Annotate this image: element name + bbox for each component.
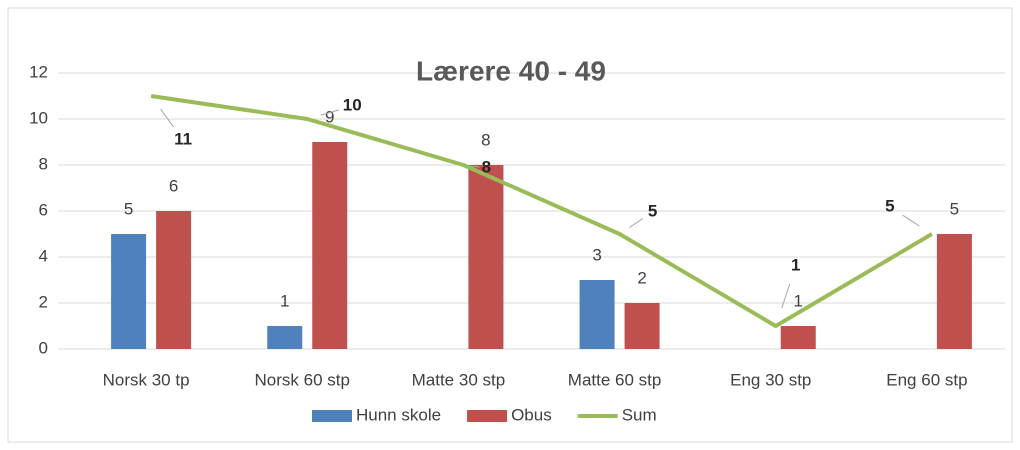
- bar: [156, 211, 192, 349]
- leader-line: [629, 218, 643, 228]
- y-tick-label: 8: [39, 154, 48, 173]
- data-label: 5: [885, 196, 894, 215]
- data-label: 2: [637, 268, 646, 287]
- leader-line: [320, 109, 339, 116]
- bar: [936, 234, 972, 349]
- data-label: 11: [174, 129, 192, 148]
- y-tick-label: 12: [29, 62, 48, 81]
- bar: [624, 303, 660, 349]
- x-tick-label: Matte 60 stp: [568, 370, 662, 389]
- data-label: 1: [791, 255, 800, 274]
- bar: [111, 234, 147, 349]
- y-tick-label: 10: [29, 108, 48, 127]
- y-tick-label: 6: [39, 200, 48, 219]
- x-tick-label: Norsk 30 tp: [103, 370, 190, 389]
- data-label: 6: [169, 176, 178, 195]
- bar: [579, 280, 615, 349]
- data-label: 8: [481, 130, 490, 149]
- x-tick-label: Eng 60 stp: [886, 370, 967, 389]
- bar: [468, 165, 504, 349]
- leader-line: [470, 165, 480, 168]
- data-label: 9: [325, 107, 334, 126]
- data-label: 10: [343, 95, 362, 114]
- x-tick-label: Eng 30 stp: [730, 370, 811, 389]
- y-tick-label: 0: [39, 338, 48, 357]
- chart-title: Lærere 40 - 49: [416, 55, 606, 86]
- data-label: 1: [794, 291, 803, 310]
- leader-line: [781, 283, 791, 309]
- data-label: 8: [482, 157, 491, 176]
- y-tick-label: 2: [39, 292, 48, 311]
- data-label: 5: [124, 199, 133, 218]
- leader-line: [160, 108, 174, 128]
- data-label: 1: [280, 291, 289, 310]
- data-label: 3: [592, 245, 601, 264]
- y-tick-label: 4: [39, 246, 48, 265]
- x-tick-label: Matte 30 stp: [412, 370, 506, 389]
- bar: [780, 326, 816, 349]
- x-tick-label: Norsk 60 stp: [255, 370, 350, 389]
- legend-swatch: [467, 410, 508, 422]
- bar: [267, 326, 303, 349]
- bar: [312, 142, 348, 349]
- legend-label: Obus: [511, 405, 552, 424]
- legend-swatch: [312, 410, 352, 422]
- line: [150, 94, 933, 328]
- data-label: 5: [648, 201, 657, 220]
- legend-label: Sum: [622, 405, 657, 424]
- leader-line: [902, 214, 920, 227]
- data-label: 5: [950, 199, 959, 218]
- legend-label: Hunn skole: [356, 405, 441, 424]
